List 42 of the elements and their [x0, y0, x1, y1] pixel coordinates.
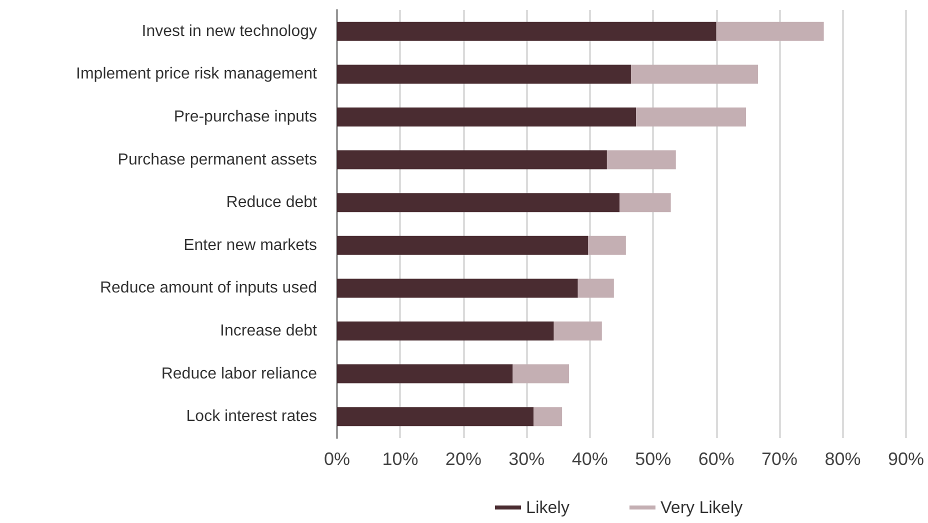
x-tick-label: 30%: [508, 449, 545, 469]
y-tick-label: Reduce debt: [226, 194, 318, 212]
legend-label: Very Likely: [660, 498, 744, 517]
y-tick-label: Enter new markets: [184, 236, 317, 254]
x-tick-label: 20%: [445, 449, 482, 469]
y-tick-label: Invest in new technology: [142, 22, 317, 40]
bar: [716, 22, 824, 41]
bar: [512, 364, 570, 384]
bar: [554, 322, 602, 340]
bar: [337, 236, 588, 255]
legend-label: Likely: [526, 498, 570, 517]
x-tick-label: 0%: [324, 449, 350, 469]
y-tick-label: Increase debt: [220, 322, 318, 340]
y-tick-label: Implement price risk management: [76, 66, 318, 83]
bar: [337, 407, 534, 426]
bar: [337, 22, 716, 41]
bar: [337, 193, 620, 212]
bar: [630, 64, 758, 84]
x-tick-label: 80%: [824, 449, 861, 469]
x-tick-label: 90%: [888, 449, 924, 469]
bar: [337, 108, 636, 126]
bar: [636, 108, 746, 126]
bar: [534, 407, 562, 426]
bar: [588, 236, 626, 255]
x-tick-label: 40%: [572, 449, 608, 469]
y-tick-label: Reduce amount of inputs used: [100, 280, 317, 297]
bar: [337, 64, 631, 84]
bar: [620, 193, 671, 212]
x-tick-label: 50%: [635, 449, 672, 469]
bar: [337, 278, 578, 298]
y-tick-label: Lock interest rates: [186, 408, 317, 426]
x-tick-label: 70%: [762, 449, 798, 469]
y-tick-label: Purchase permanent assets: [118, 151, 317, 168]
x-tick-label: 60%: [698, 449, 734, 469]
y-tick-label: Pre-purchase inputs: [174, 108, 317, 126]
bar: [337, 364, 513, 384]
x-tick-label: 10%: [382, 449, 418, 469]
bar: [578, 278, 614, 298]
bar: [337, 150, 607, 170]
y-tick-label: Reduce labor reliance: [161, 365, 318, 382]
bar: [606, 150, 676, 170]
bar: [337, 322, 554, 340]
